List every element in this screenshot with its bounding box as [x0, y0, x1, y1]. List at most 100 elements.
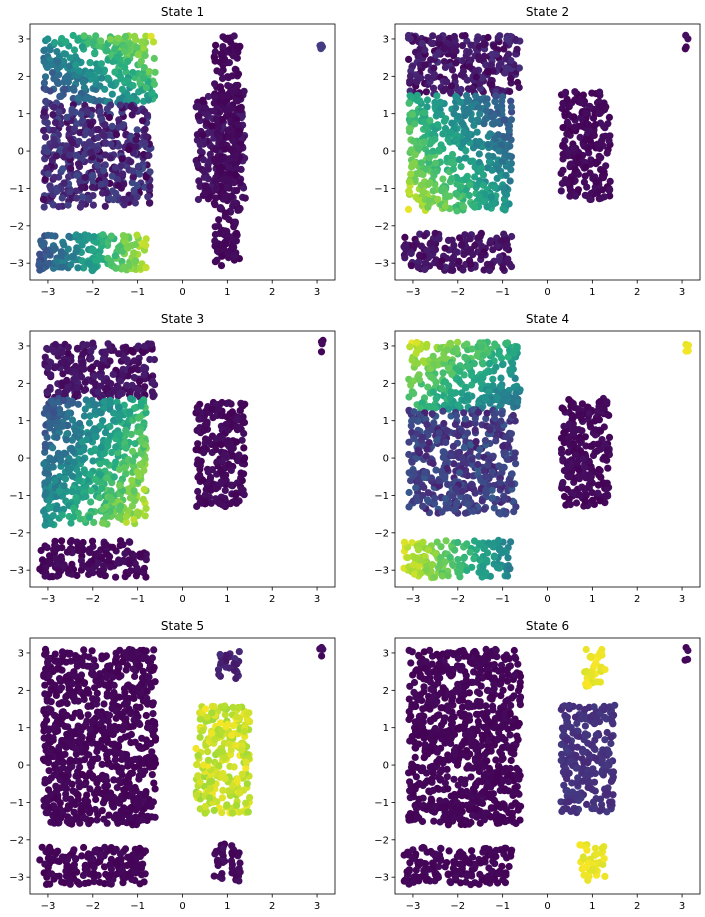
point — [96, 494, 104, 502]
point — [85, 513, 93, 521]
point — [462, 383, 470, 391]
point — [421, 468, 429, 477]
point — [42, 489, 50, 497]
point — [557, 187, 565, 195]
point — [103, 105, 111, 113]
point — [475, 103, 483, 111]
point — [142, 173, 150, 181]
point — [459, 67, 467, 75]
point — [463, 429, 472, 437]
point — [75, 477, 83, 485]
point — [70, 125, 78, 133]
point — [409, 137, 417, 145]
point — [506, 366, 514, 374]
point — [422, 343, 430, 351]
point — [121, 550, 129, 558]
point — [231, 171, 240, 179]
point — [602, 162, 610, 170]
point — [406, 178, 414, 186]
point — [462, 186, 470, 194]
point — [454, 555, 462, 564]
point — [121, 63, 129, 72]
point — [129, 447, 137, 455]
point — [112, 573, 120, 581]
point — [50, 173, 59, 181]
point — [401, 233, 409, 241]
point — [105, 113, 113, 122]
point — [448, 119, 456, 127]
point — [103, 74, 111, 82]
point — [77, 557, 85, 565]
point — [101, 429, 110, 437]
point — [124, 57, 132, 65]
point — [218, 398, 226, 407]
point — [466, 548, 474, 556]
point — [206, 150, 214, 158]
point — [442, 537, 450, 545]
point — [142, 132, 150, 140]
point — [225, 169, 233, 177]
point — [484, 140, 492, 149]
point — [62, 50, 70, 58]
point — [499, 442, 507, 450]
point — [52, 363, 60, 371]
point — [118, 85, 126, 93]
point — [484, 33, 492, 42]
point — [43, 164, 51, 172]
point — [439, 130, 447, 138]
point — [63, 548, 71, 556]
point — [478, 74, 486, 82]
point — [44, 345, 52, 353]
point — [86, 412, 94, 420]
point — [234, 70, 243, 78]
point — [571, 165, 579, 173]
point — [58, 263, 66, 271]
point — [194, 161, 202, 169]
point — [498, 97, 506, 105]
point — [461, 509, 470, 517]
point — [455, 112, 463, 121]
point — [133, 231, 141, 239]
point — [95, 470, 104, 478]
point — [422, 123, 430, 131]
point — [38, 556, 47, 564]
point — [239, 419, 247, 427]
point — [142, 573, 150, 581]
point — [497, 374, 505, 382]
point — [102, 474, 111, 482]
point — [566, 186, 575, 194]
point — [98, 115, 106, 123]
y-tick-label: 3 — [18, 34, 24, 45]
point — [596, 88, 604, 96]
point — [43, 119, 51, 127]
point — [479, 360, 487, 368]
point — [103, 512, 111, 521]
point — [484, 461, 492, 469]
point — [486, 399, 494, 407]
scatter-points — [35, 31, 326, 275]
point — [407, 67, 415, 75]
point — [434, 121, 442, 129]
point — [131, 240, 140, 249]
point — [495, 256, 503, 264]
point — [58, 537, 66, 545]
point — [222, 193, 230, 201]
point — [76, 177, 84, 185]
point — [140, 485, 148, 494]
point — [79, 359, 87, 367]
point — [436, 553, 444, 562]
point — [423, 445, 431, 453]
point — [54, 388, 63, 396]
point — [43, 433, 51, 441]
point — [125, 145, 133, 154]
point — [202, 110, 210, 118]
point — [88, 396, 96, 405]
point — [230, 243, 238, 251]
point — [100, 167, 108, 175]
point — [112, 264, 120, 272]
point — [597, 166, 605, 174]
point — [150, 54, 158, 63]
point — [68, 416, 77, 424]
point — [406, 343, 414, 351]
point — [563, 130, 571, 138]
